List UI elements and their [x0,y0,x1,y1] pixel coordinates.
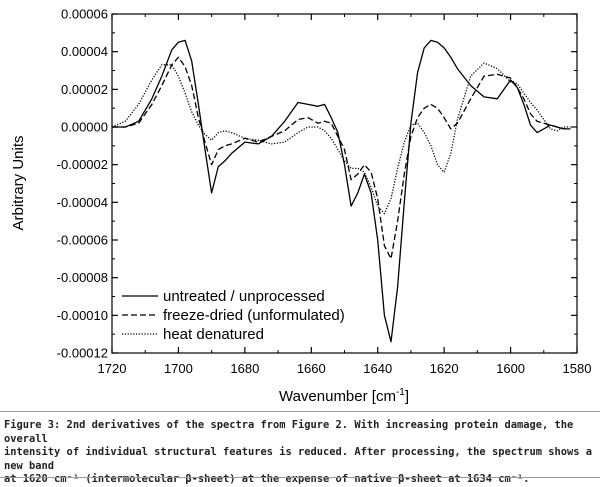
caption-bottom-rule [0,477,600,478]
caption-line: at 1620 cm⁻¹ (intermolecular β-sheet) at… [4,473,530,485]
x-tick-label: 1600 [496,361,525,376]
y-tick-label: -0.00004 [57,195,108,210]
chart: 1720 1700 1680 1660 1640 1620 1600 1580 0.00006 0… [10,7,592,406]
x-tick-label: 1720 [98,361,127,376]
legend-label: untreated / unprocessed [163,288,325,305]
x-axis-label-close: ] [405,388,409,405]
series-line-solid [112,39,571,343]
x-tick-label: 1700 [164,361,193,376]
caption-line: intensity of individual structural featu… [4,446,593,472]
x-tick-label: 1640 [363,361,392,376]
y-tick-label: -0.00008 [57,270,108,285]
caption-top-rule [0,411,600,412]
x-axis-label-text: Wavenumber [cm [279,388,396,405]
y-tick-label: 0.00006 [61,7,108,22]
series-line-dashed [112,56,571,260]
y-tick-label: 0.00002 [61,82,108,97]
y-tick-label: -0.00012 [57,346,108,361]
x-axis-label-sup: -1 [396,387,405,398]
y-tick-label: -0.00006 [57,233,108,248]
x-tick-label: 1680 [230,361,259,376]
caption-line: Figure 3: 2nd derivatives of the spectra… [4,419,574,445]
legend-label: freeze-dried (unformulated) [163,307,345,324]
series-line-dotted [111,62,571,215]
y-axis-label: Arbitrary Units [10,135,27,230]
y-tick-label: -0.00010 [57,308,108,323]
y-tick-label: 0.00004 [61,44,108,59]
legend-label: heat denatured [163,326,264,343]
y-tick-label: 0.00000 [61,120,108,135]
legend: untreated / unprocessed freeze-dried (unf… [122,288,345,343]
x-tick-label: 1660 [297,361,326,376]
x-tick-label: 1580 [563,361,592,376]
x-axis-label: Wavenumber [cm-1] [279,387,409,405]
x-tick-label: 1620 [430,361,459,376]
y-tick-label: -0.00002 [57,157,108,172]
